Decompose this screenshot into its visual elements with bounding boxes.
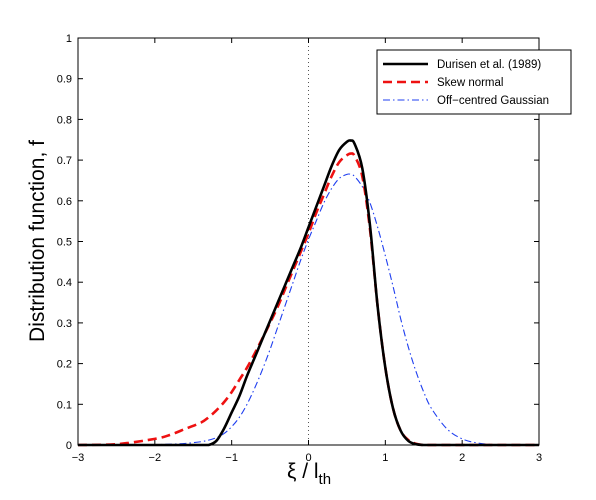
x-tick-label: 3 <box>536 452 542 464</box>
x-tick-label: 2 <box>459 452 465 464</box>
y-tick-label: 0.6 <box>57 196 72 208</box>
legend-label-0: Durisen et al. (1989) <box>437 59 541 71</box>
legend: Durisen et al. (1989) Skew normal Off−cent… <box>376 49 572 115</box>
x-tick-label: 0 <box>305 452 311 464</box>
y-tick-label: 0.1 <box>57 399 72 411</box>
y-tick-label: 0.8 <box>57 114 72 126</box>
y-tick-label: 0 <box>66 440 72 452</box>
y-tick-label: 0.9 <box>57 74 72 86</box>
y-axis-label: Distribution function, f <box>26 140 49 342</box>
x-tick-label: −1 <box>225 452 238 464</box>
x-axis-label: ξ / lth <box>287 460 331 488</box>
y-tick-label: 0.2 <box>57 359 72 371</box>
legend-label-1: Skew normal <box>437 77 503 89</box>
legend-box <box>376 49 572 115</box>
x-tick-label: −2 <box>149 452 162 464</box>
x-tick-label: −3 <box>72 452 85 464</box>
y-axis-ticks: 0 0.1 0.2 0.3 0.4 0.5 0.6 0.7 0.8 0.9 1 <box>57 33 539 452</box>
x-axis-ticks: −3 −2 −1 0 1 2 3 <box>72 38 542 464</box>
x-axis-label-subscript: th <box>319 471 332 488</box>
y-tick-label: 0.4 <box>57 277 72 289</box>
y-tick-label: 1 <box>66 33 72 45</box>
legend-label-2: Off−centred Gaussian <box>437 95 549 107</box>
x-axis-label-main: ξ / l <box>287 460 319 483</box>
y-tick-label: 0.5 <box>57 237 72 249</box>
y-tick-label: 0.3 <box>57 318 72 330</box>
series-line-1 <box>77 152 539 447</box>
x-tick-label: 1 <box>382 452 388 464</box>
y-tick-label: 0.7 <box>57 155 72 167</box>
